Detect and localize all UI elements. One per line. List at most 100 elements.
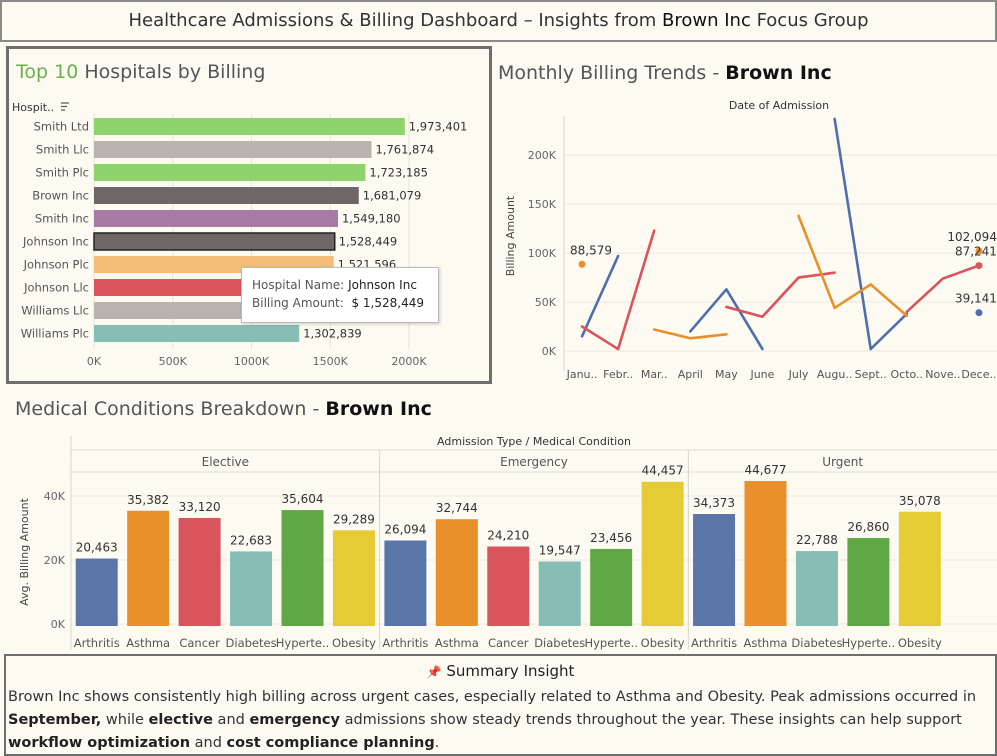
- condition-value-label: 34,373: [693, 496, 735, 510]
- monthly-line-chart[interactable]: Date of Admission 0K 50K 100K 150K 200K Billin…: [494, 46, 997, 384]
- trend-point-label: 88,579: [570, 243, 612, 257]
- summary-seg: admissions show steady trends throughout…: [339, 712, 962, 728]
- condition-bar: [487, 546, 530, 626]
- trend-line: [833, 117, 909, 351]
- month-label: April: [678, 368, 703, 381]
- month-label: Augu..: [817, 368, 852, 381]
- trend-point: [975, 262, 983, 270]
- title-prefix: Healthcare Admissions & Billing Dashboar…: [128, 10, 663, 31]
- condition-category-label: Hyperte..: [584, 636, 637, 650]
- hospital-field-header: Hospit..: [12, 101, 54, 114]
- trend-line: [652, 328, 728, 340]
- x-tick-label: 500K: [159, 355, 188, 368]
- condition-category-label: Hyperte..: [842, 636, 895, 650]
- condition-value-label: 22,788: [796, 533, 838, 547]
- condition-value-label: 35,604: [282, 492, 324, 506]
- condition-value-label: 24,210: [487, 529, 529, 543]
- tooltip-amount-label: Billing Amount:: [252, 296, 344, 310]
- hospital-tooltip: Hospital Name: Johnson Inc Billing Amoun…: [241, 267, 439, 323]
- hospital-label: Williams Plc: [21, 327, 89, 341]
- condition-bar: [847, 538, 890, 626]
- line-chart-title: Date of Admission: [729, 99, 829, 112]
- month-label: Nove..: [925, 368, 960, 381]
- condition-bar: [384, 540, 427, 626]
- month-label: Octo..: [891, 368, 924, 381]
- hospital-value-label: 1,973,401: [409, 120, 468, 134]
- hospital-value-label: 1,302,839: [303, 327, 362, 341]
- conditions-title-prefix: Medical Conditions Breakdown -: [15, 398, 326, 420]
- hospital-bar: [93, 232, 336, 251]
- condition-category-label: Hyperte..: [276, 636, 329, 650]
- condition-value-label: 26,094: [384, 522, 426, 536]
- summary-bold: workflow optimization: [8, 735, 191, 751]
- cond-y-tick-label: 0K: [51, 618, 66, 631]
- conditions-bar-chart[interactable]: Admission Type / Medical Condition Avg. B…: [6, 388, 997, 654]
- condition-bar: [127, 510, 170, 626]
- month-label: May: [715, 368, 738, 381]
- trend-point: [578, 260, 586, 268]
- summary-panel: 📌 Summary Insight Brown Inc shows consis…: [4, 654, 997, 756]
- y-tick-label: 50K: [535, 296, 557, 309]
- trend-point: [975, 247, 983, 255]
- cond-y-tick-label: 40K: [44, 490, 66, 503]
- top10-bar-chart[interactable]: Hospit.. 0K 500K 1000K 1500K 2000K Smith Ltd 1,…: [9, 49, 489, 381]
- hospital-value-label: 1,761,874: [375, 143, 434, 157]
- y-tick-label: 100K: [528, 247, 557, 260]
- condition-bar: [332, 530, 375, 626]
- cond-y-axis-label: Avg. Billing Amount: [18, 497, 31, 606]
- condition-value-label: 23,456: [590, 531, 632, 545]
- hospital-label: Johnson Llc: [23, 281, 89, 295]
- monthly-trends-panel[interactable]: Monthly Billing Trends - Brown Inc Date …: [494, 46, 997, 384]
- condition-bar: [230, 551, 273, 626]
- summary-seg: and: [212, 712, 250, 728]
- summary-title: 📌 Summary Insight: [6, 662, 995, 680]
- tooltip-name-label: Hospital Name:: [252, 278, 345, 292]
- title-brand: Brown Inc: [662, 10, 751, 31]
- hospital-label: Johnson Inc: [22, 235, 89, 249]
- condition-value-label: 44,677: [745, 463, 787, 477]
- trend-point-label: 39,141: [955, 292, 997, 306]
- summary-text: Brown Inc shows consistently high billin…: [8, 686, 993, 755]
- condition-category-label: Diabetes: [534, 636, 585, 650]
- condition-category-label: Asthma: [744, 636, 788, 650]
- x-tick-label: 1000K: [234, 355, 270, 368]
- hospital-bar: [94, 325, 300, 342]
- hospital-value-label: 1,723,185: [369, 166, 428, 180]
- cond-chart-title: Admission Type / Medical Condition: [437, 435, 631, 448]
- condition-bar: [281, 510, 324, 626]
- trend-point-label: 87,241: [955, 245, 997, 259]
- condition-value-label: 32,744: [436, 501, 478, 515]
- cond-y-tick-label: 20K: [44, 554, 66, 567]
- condition-value-label: 29,289: [333, 512, 375, 526]
- month-label: June: [749, 368, 774, 381]
- condition-category-label: Arthritis: [74, 636, 120, 650]
- title-suffix: Focus Group: [750, 10, 869, 31]
- dashboard-title: Healthcare Admissions & Billing Dashboar…: [0, 0, 997, 42]
- summary-seg: Brown Inc shows consistently high billin…: [8, 689, 977, 705]
- condition-bar: [75, 558, 118, 626]
- trend-line: [580, 254, 620, 338]
- y-tick-label: 150K: [528, 198, 557, 211]
- condition-category-label: Obesity: [332, 636, 376, 650]
- summary-title-text: Summary Insight: [446, 662, 575, 680]
- conditions-title: Medical Conditions Breakdown - Brown Inc: [15, 398, 432, 420]
- trend-line: [580, 229, 656, 351]
- month-label: Sept..: [855, 368, 887, 381]
- y-tick-label: 0K: [542, 345, 557, 358]
- monthly-title-prefix: Monthly Billing Trends -: [498, 62, 726, 84]
- month-label: Mar..: [641, 368, 668, 381]
- condition-bar: [693, 514, 736, 626]
- top10-hospitals-panel[interactable]: Top 10 Hospitals by Billing Hospit.. 0K 50…: [6, 46, 492, 384]
- hospital-value-label: 1,681,079: [363, 189, 422, 203]
- conditions-title-brand: Brown Inc: [325, 398, 432, 420]
- monthly-title: Monthly Billing Trends - Brown Inc: [498, 62, 832, 84]
- condition-bar: [538, 561, 581, 626]
- y-tick-label: 200K: [528, 149, 557, 162]
- y-axis-label: Billing Amount: [504, 195, 517, 276]
- trend-point: [975, 309, 983, 317]
- tooltip-name-row: Hospital Name: Johnson Inc: [252, 276, 428, 294]
- sort-icon: [61, 102, 69, 111]
- condition-value-label: 35,078: [899, 494, 941, 508]
- conditions-panel[interactable]: Medical Conditions Breakdown - Brown Inc…: [6, 388, 997, 654]
- condition-value-label: 35,382: [127, 493, 169, 507]
